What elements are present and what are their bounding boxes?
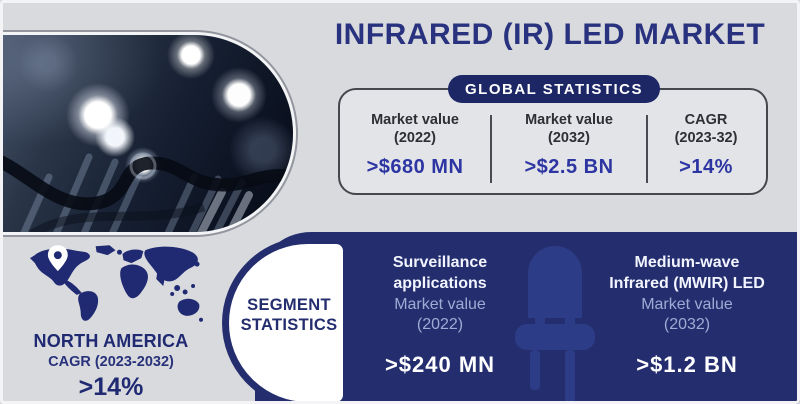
stat-value: >14% bbox=[679, 156, 733, 179]
location-pin-icon bbox=[47, 245, 68, 272]
stat-label-line: CAGR bbox=[684, 112, 728, 128]
segment-item-mwir-led: Medium-wave Infrared (MWIR) LED Market v… bbox=[592, 253, 782, 378]
stat-label-line: Market value bbox=[371, 112, 459, 128]
segment-label-line: (2022) bbox=[416, 316, 464, 334]
global-stat-item-2032: Market value (2032) >$2.5 BN bbox=[492, 112, 646, 193]
segment-item-surveillance: Surveillance applications Market value (… bbox=[352, 253, 528, 378]
divider bbox=[646, 115, 648, 183]
world-map-icon bbox=[30, 245, 204, 322]
segment-name-line: Infrared (MWIR) LED bbox=[609, 274, 765, 292]
segment-label-line: Market value bbox=[394, 295, 486, 313]
stat-label-line: (2022) bbox=[394, 129, 436, 146]
global-stat-item-cagr: CAGR (2023-32) >14% bbox=[648, 112, 764, 193]
photo-overlay-graphics bbox=[0, 152, 293, 232]
segment-stats-badge: SEGMENT STATISTICS bbox=[222, 237, 350, 404]
stat-value: >$680 MN bbox=[366, 156, 464, 179]
region-name: NORTH AMERICA bbox=[33, 331, 189, 351]
global-stats-badge: GLOBAL STATISTICS bbox=[448, 75, 660, 103]
segment-name-line: Surveillance bbox=[392, 254, 488, 271]
stat-label-line: (2032) bbox=[548, 129, 590, 146]
segment-stats-badge-label: SEGMENT STATISTICS bbox=[235, 296, 338, 350]
stat-label-line: Market value bbox=[525, 112, 613, 128]
region-value: >14% bbox=[78, 373, 144, 401]
page-title: INFRARED (IR) LED MARKET bbox=[334, 18, 766, 51]
stat-value: >$2.5 BN bbox=[524, 156, 614, 179]
segment-name-line: applications bbox=[393, 274, 487, 292]
region-metric-label: CAGR (2023-2032) bbox=[48, 354, 174, 370]
segment-name-line: Medium-wave bbox=[634, 254, 740, 271]
segment-value: >$240 MN bbox=[384, 352, 496, 378]
badge-line: STATISTICS bbox=[240, 316, 338, 334]
badge-line: SEGMENT bbox=[247, 296, 331, 315]
segment-value: >$1.2 BN bbox=[636, 352, 738, 378]
segment-label-line: Market value bbox=[641, 295, 733, 313]
divider bbox=[490, 115, 492, 183]
led-string-lights-photo bbox=[0, 35, 293, 232]
segment-label-line: (2032) bbox=[663, 316, 711, 334]
global-stats-card: Market value (2022) >$680 MN Market valu… bbox=[338, 88, 768, 195]
global-stat-item-2022: Market value (2022) >$680 MN bbox=[340, 112, 490, 193]
stat-label-line: (2023-32) bbox=[674, 129, 738, 146]
led-diode-icon bbox=[515, 246, 595, 404]
region-block: NORTH AMERICA CAGR (2023-2032) >14% bbox=[0, 244, 222, 402]
